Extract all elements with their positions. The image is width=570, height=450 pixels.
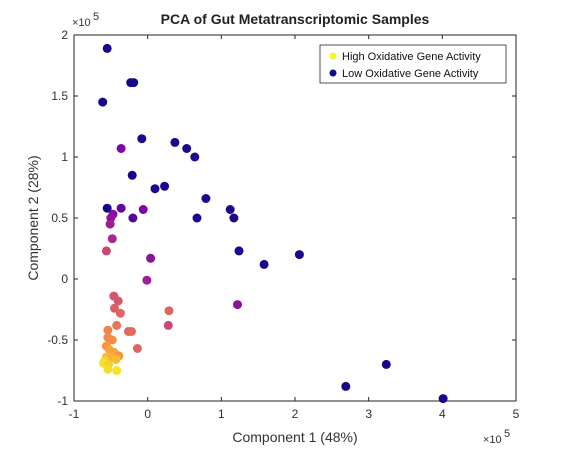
data-point	[98, 97, 108, 107]
data-point	[142, 275, 152, 285]
data-point	[190, 152, 200, 162]
data-point	[381, 359, 391, 369]
data-point	[192, 213, 202, 223]
x-axis-ticks: -1 0 1 2 3 4 5	[69, 35, 520, 421]
data-point	[182, 144, 192, 153]
data-point	[110, 303, 119, 313]
data-point	[101, 246, 111, 256]
data-point	[132, 344, 142, 353]
data-point	[128, 213, 138, 223]
data-point	[225, 205, 235, 214]
data-point	[105, 219, 115, 229]
x-tick-label: 1	[218, 407, 225, 421]
legend-box	[319, 44, 507, 84]
data-point	[112, 320, 122, 330]
data-point	[102, 43, 112, 53]
x-exponent-power: 5	[504, 428, 510, 440]
x-tick-label: 3	[365, 407, 372, 421]
y-exponent-power: 5	[93, 11, 99, 23]
data-point	[137, 134, 147, 144]
y-tick-label: 1	[61, 150, 68, 164]
x-axis-label: Component 1 (48%)	[232, 429, 357, 445]
x-exponent-base: ×10	[483, 434, 502, 446]
data-point	[259, 259, 269, 269]
x-tick-label: -1	[69, 407, 80, 421]
data-point	[163, 320, 173, 330]
chart-title: PCA of Gut Metatranscriptomic Samples	[161, 11, 430, 27]
data-point	[103, 364, 113, 374]
data-point	[294, 250, 304, 260]
y-tick-label: -1	[57, 394, 68, 408]
data-point	[129, 78, 139, 88]
data-point	[102, 203, 112, 213]
data-point	[150, 184, 160, 194]
data-point	[116, 144, 126, 153]
y-exponent-base: ×10	[72, 17, 91, 29]
y-tick-label: -0.5	[47, 333, 68, 347]
data-point	[164, 306, 174, 316]
x-tick-label: 5	[513, 407, 520, 421]
x-tick-label: 2	[292, 407, 299, 421]
data-point	[127, 170, 137, 180]
y-axis-ticks: -1 -0.5 0 0.5 1 1.5 2	[47, 28, 516, 408]
data-point	[111, 355, 121, 364]
data-point	[113, 296, 123, 306]
data-point	[341, 381, 351, 391]
data-point	[107, 234, 117, 244]
scatter-points	[98, 43, 448, 404]
data-point	[438, 394, 448, 404]
x-exponent: ×10 5	[483, 428, 510, 446]
data-point	[146, 253, 156, 263]
legend-label-high: High Oxidative Gene Activity	[342, 51, 481, 63]
data-point	[170, 137, 180, 147]
data-point	[116, 203, 126, 213]
data-point	[160, 181, 170, 191]
legend-label-low: Low Oxidative Gene Activity	[342, 68, 479, 80]
y-exponent: ×10 5	[72, 11, 99, 29]
data-point	[233, 300, 242, 310]
plot-area	[73, 34, 517, 402]
data-point	[107, 335, 117, 345]
data-point	[138, 205, 148, 214]
x-tick-label: 4	[439, 407, 446, 421]
data-point	[127, 327, 136, 336]
data-point	[112, 366, 122, 375]
x-tick-label: 0	[144, 407, 151, 421]
data-point	[234, 246, 244, 256]
legend-marker-low	[329, 69, 337, 77]
data-point	[103, 325, 113, 335]
y-tick-label: 1.5	[51, 89, 68, 103]
legend-marker-high	[329, 52, 337, 60]
y-tick-label: 2	[61, 28, 68, 42]
data-point	[201, 194, 211, 203]
legend: High Oxidative Gene Activity Low Oxidati…	[319, 44, 507, 84]
data-point	[229, 213, 239, 223]
y-tick-label: 0	[61, 272, 68, 286]
y-tick-label: 0.5	[51, 211, 68, 225]
data-point	[115, 308, 125, 318]
y-axis-label: Component 2 (28%)	[25, 155, 41, 280]
